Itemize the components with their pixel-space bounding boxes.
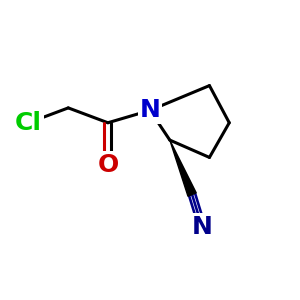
Text: N: N (192, 215, 212, 239)
Text: N: N (140, 98, 160, 122)
Text: O: O (97, 153, 118, 177)
Polygon shape (170, 140, 196, 196)
Text: Cl: Cl (15, 111, 42, 135)
